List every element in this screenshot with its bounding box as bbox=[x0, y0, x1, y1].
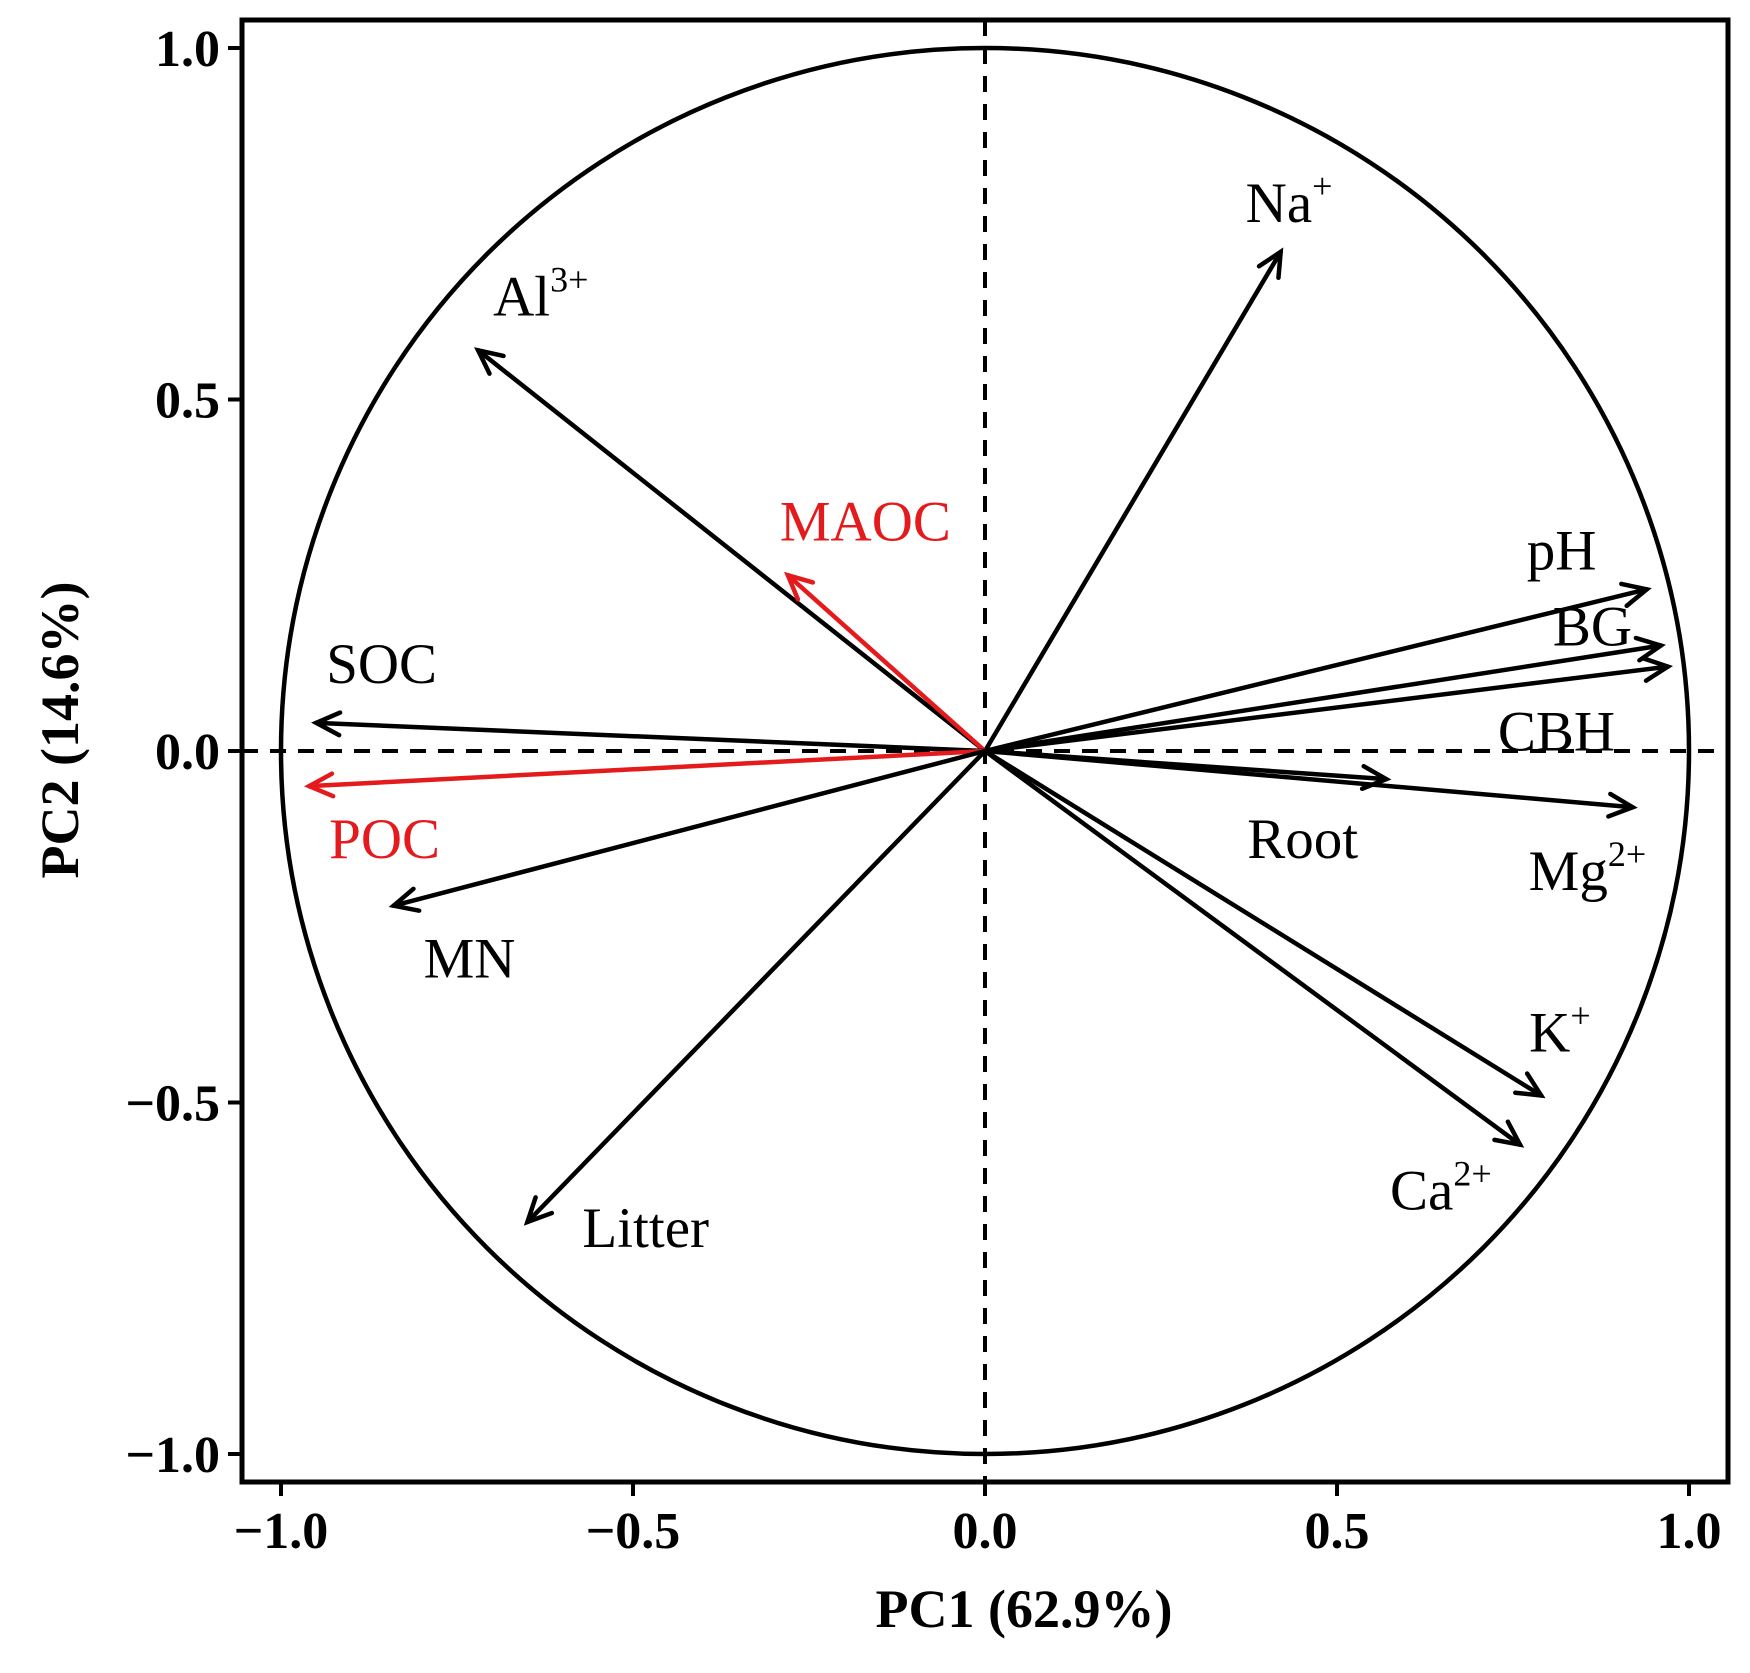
vector-label: Al3+ bbox=[493, 259, 588, 328]
vector-shaft bbox=[982, 587, 1650, 754]
vector-soc: SOC bbox=[311, 633, 988, 754]
vector-ca2-: Ca2+ bbox=[982, 748, 1525, 1223]
vector-label: Na+ bbox=[1246, 166, 1333, 235]
y-tick-label: −1.0 bbox=[125, 1427, 220, 1484]
vector-label: CBH bbox=[1498, 701, 1615, 764]
y-tick-label: 1.0 bbox=[155, 21, 220, 78]
vector-arrowhead bbox=[523, 1195, 555, 1226]
vector-arrowhead bbox=[388, 886, 422, 913]
vector-al3-: Al3+ bbox=[474, 259, 988, 754]
vector-shaft bbox=[475, 348, 988, 754]
x-tick-label: 0.5 bbox=[1305, 1503, 1370, 1560]
vector-label: MAOC bbox=[780, 490, 951, 553]
vector-arrowhead bbox=[1492, 1119, 1525, 1148]
vector-label: BG bbox=[1553, 596, 1632, 659]
vector-arrowhead bbox=[1513, 1071, 1546, 1099]
vector-shaft bbox=[982, 249, 1283, 754]
x-axis-title: PC1 (62.9%) bbox=[876, 1579, 1173, 1639]
vector-arrowhead bbox=[1606, 791, 1638, 819]
vector-shaft bbox=[391, 748, 988, 908]
vector-arrowhead bbox=[474, 347, 506, 376]
vector-label: Root bbox=[1247, 808, 1358, 871]
vector-maoc: MAOC bbox=[780, 490, 988, 754]
vector-shaft bbox=[982, 748, 1544, 1098]
vector-label: Ca2+ bbox=[1390, 1154, 1492, 1223]
y-tick-label: 0.5 bbox=[155, 373, 220, 430]
x-tick-label: −0.5 bbox=[586, 1503, 681, 1560]
vector-shaft bbox=[982, 748, 1523, 1147]
vector-label: Mg2+ bbox=[1529, 834, 1647, 903]
vector-k-: K+ bbox=[982, 748, 1591, 1099]
vector-shaft bbox=[313, 720, 988, 754]
vector-label: SOC bbox=[326, 633, 437, 696]
x-tick-label: 1.0 bbox=[1657, 1503, 1722, 1560]
vector-litter: Litter bbox=[523, 748, 988, 1260]
vector-arrowhead bbox=[303, 771, 336, 799]
vector-label: Litter bbox=[582, 1197, 709, 1260]
vector-label: pH bbox=[1527, 519, 1597, 582]
y-tick-label: 0.0 bbox=[155, 724, 220, 781]
vector-shaft bbox=[306, 748, 988, 789]
vector-shaft bbox=[982, 643, 1664, 754]
plot-area: Na+ Al3+ MAOC pH BG CBH SOC POC Root Mg2+ MN K+ Ca2+… bbox=[242, 20, 1728, 1482]
vector-bg: BG bbox=[982, 596, 1666, 754]
vector-mg2-: Mg2+ bbox=[982, 748, 1647, 903]
vector-shaft bbox=[785, 573, 988, 754]
vector-label: MN bbox=[424, 928, 516, 991]
axes: −1.0 −0.5 0.0 0.5 1.0 −1.0 −0.5 0.0 0.5 1.0 bbox=[125, 17, 1731, 1560]
vector-arrowhead bbox=[1619, 581, 1652, 609]
vector-arrowhead bbox=[1640, 656, 1674, 683]
x-tick-label: 0.0 bbox=[953, 1503, 1018, 1560]
vector-poc: POC bbox=[303, 748, 988, 871]
vector-shaft bbox=[982, 748, 1635, 810]
vector-arrowhead bbox=[311, 710, 343, 738]
vector-cbh: CBH bbox=[982, 656, 1674, 764]
vector-ph: pH bbox=[982, 519, 1652, 754]
vector-arrowhead bbox=[1633, 635, 1666, 663]
x-tick-label: −1.0 bbox=[234, 1503, 329, 1560]
vector-arrowhead bbox=[784, 571, 816, 602]
vector-mn: MN bbox=[388, 748, 988, 991]
vector-na-: Na+ bbox=[982, 166, 1333, 754]
y-tick-label: −0.5 bbox=[125, 1076, 220, 1133]
y-axis-title: PC2 (14.6%) bbox=[30, 582, 90, 879]
vector-label: POC bbox=[329, 808, 440, 871]
vector-shaft bbox=[982, 664, 1671, 754]
vector-label: K+ bbox=[1529, 995, 1590, 1064]
vector-arrowhead bbox=[1256, 247, 1284, 281]
vector-shaft bbox=[525, 748, 988, 1225]
